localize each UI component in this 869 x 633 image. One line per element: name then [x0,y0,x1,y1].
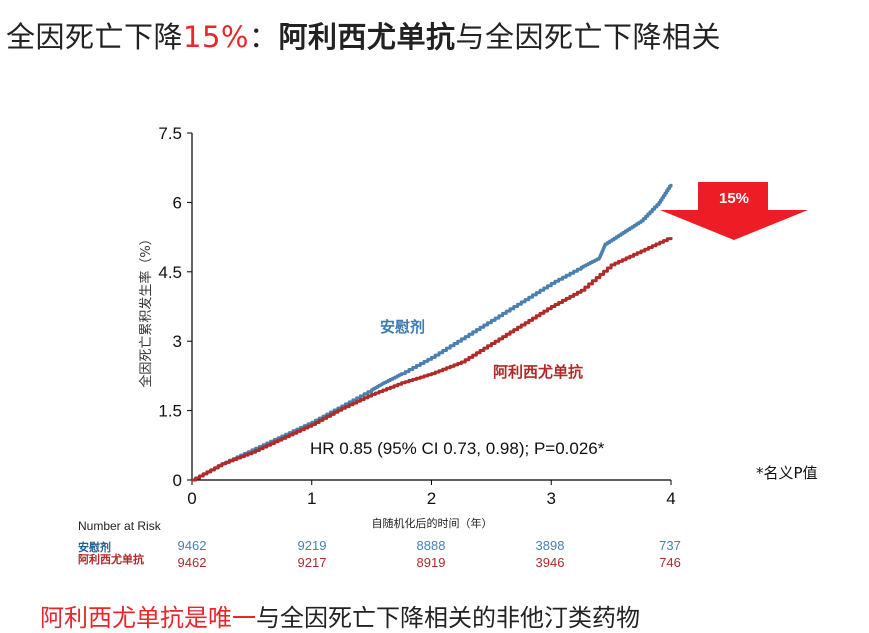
x-axis-label: 自随机化后的时间（年） [372,516,493,530]
x-tick-label-3: 3 [547,489,556,508]
series-line-placebo [192,183,673,482]
title-part1: 全因死亡下降 [6,20,184,54]
title-percent: 15% [183,20,249,54]
risk-placebo-y0: 9462 [177,538,207,553]
risk-alirocumab-y3: 3946 [535,555,565,570]
reduction-arrow-shape [660,182,808,240]
bottom-caption: 阿利西尤单抗是唯一与全因死亡下降相关的非他汀类药物 [40,598,640,633]
risk-placebo-y4: 737 [659,538,681,553]
footnote-p-value: *名义P值 [756,464,818,482]
y-tick-label-0: 0 [173,471,182,490]
risk-alirocumab-y4: 746 [659,555,681,570]
series-line-alirocumab [192,237,673,482]
reduction-arrow: 15% [660,182,808,240]
caption-rest: 与全因死亡下降相关的非他汀类药物 [256,604,640,632]
caption-highlight: 阿利西尤单抗是唯一 [40,604,256,632]
km-chart: 0 1.5 3 4.5 6 7.5 0 1 2 3 4 15% 安慰剂 阿利西尤单抗 HR 0.85… [138,124,818,530]
risk-row-label-placebo: 安慰剂 [78,542,111,554]
y-tick-label-3: 4.5 [158,263,182,282]
hr-annotation: HR 0.85 (95% CI 0.73, 0.98); P=0.026* [310,439,605,458]
x-tick-label-1: 1 [307,489,316,508]
reduction-arrow-label: 15% [719,190,749,207]
risk-alirocumab-y0: 9462 [177,555,207,570]
y-tick-label-1: 1.5 [158,402,182,421]
chart-series-layer [192,183,673,482]
title-part3: 与全因死亡下降相关 [455,20,722,54]
y-axis-label: 全因死亡累积发生率（%） [138,232,154,387]
y-tick-label-2: 3 [173,332,182,351]
title-part2: ： [248,20,279,54]
risk-row-label-alirocumab: 阿利西尤单抗 [78,554,144,566]
risk-placebo-y3: 3898 [535,538,565,553]
risk-alirocumab-y2: 8919 [416,555,446,570]
x-tick-label-0: 0 [187,489,196,508]
series-label-placebo: 安慰剂 [380,318,425,336]
risk-placebo-y2: 8888 [416,538,446,553]
y-tick-label-5: 7.5 [158,124,182,143]
chart-axes: 0 1.5 3 4.5 6 7.5 0 1 2 3 4 [158,124,675,508]
title-drug: 阿利西尤单抗 [278,20,456,54]
x-tick-label-2: 2 [427,489,436,508]
risk-placebo-y1: 9219 [297,538,327,553]
risk-table-title: Number at Risk [78,519,161,533]
series-label-alirocumab: 阿利西尤单抗 [493,363,583,381]
x-tick-label-4: 4 [666,489,675,508]
risk-table: Number at Risk 安慰剂 阿利西尤单抗 9462 9219 8888… [78,519,698,579]
y-tick-label-4: 6 [173,193,182,212]
risk-alirocumab-y1: 9217 [297,555,327,570]
slide-title: 全因死亡下降15%：阿利西尤单抗与全因死亡下降相关 [6,14,721,56]
